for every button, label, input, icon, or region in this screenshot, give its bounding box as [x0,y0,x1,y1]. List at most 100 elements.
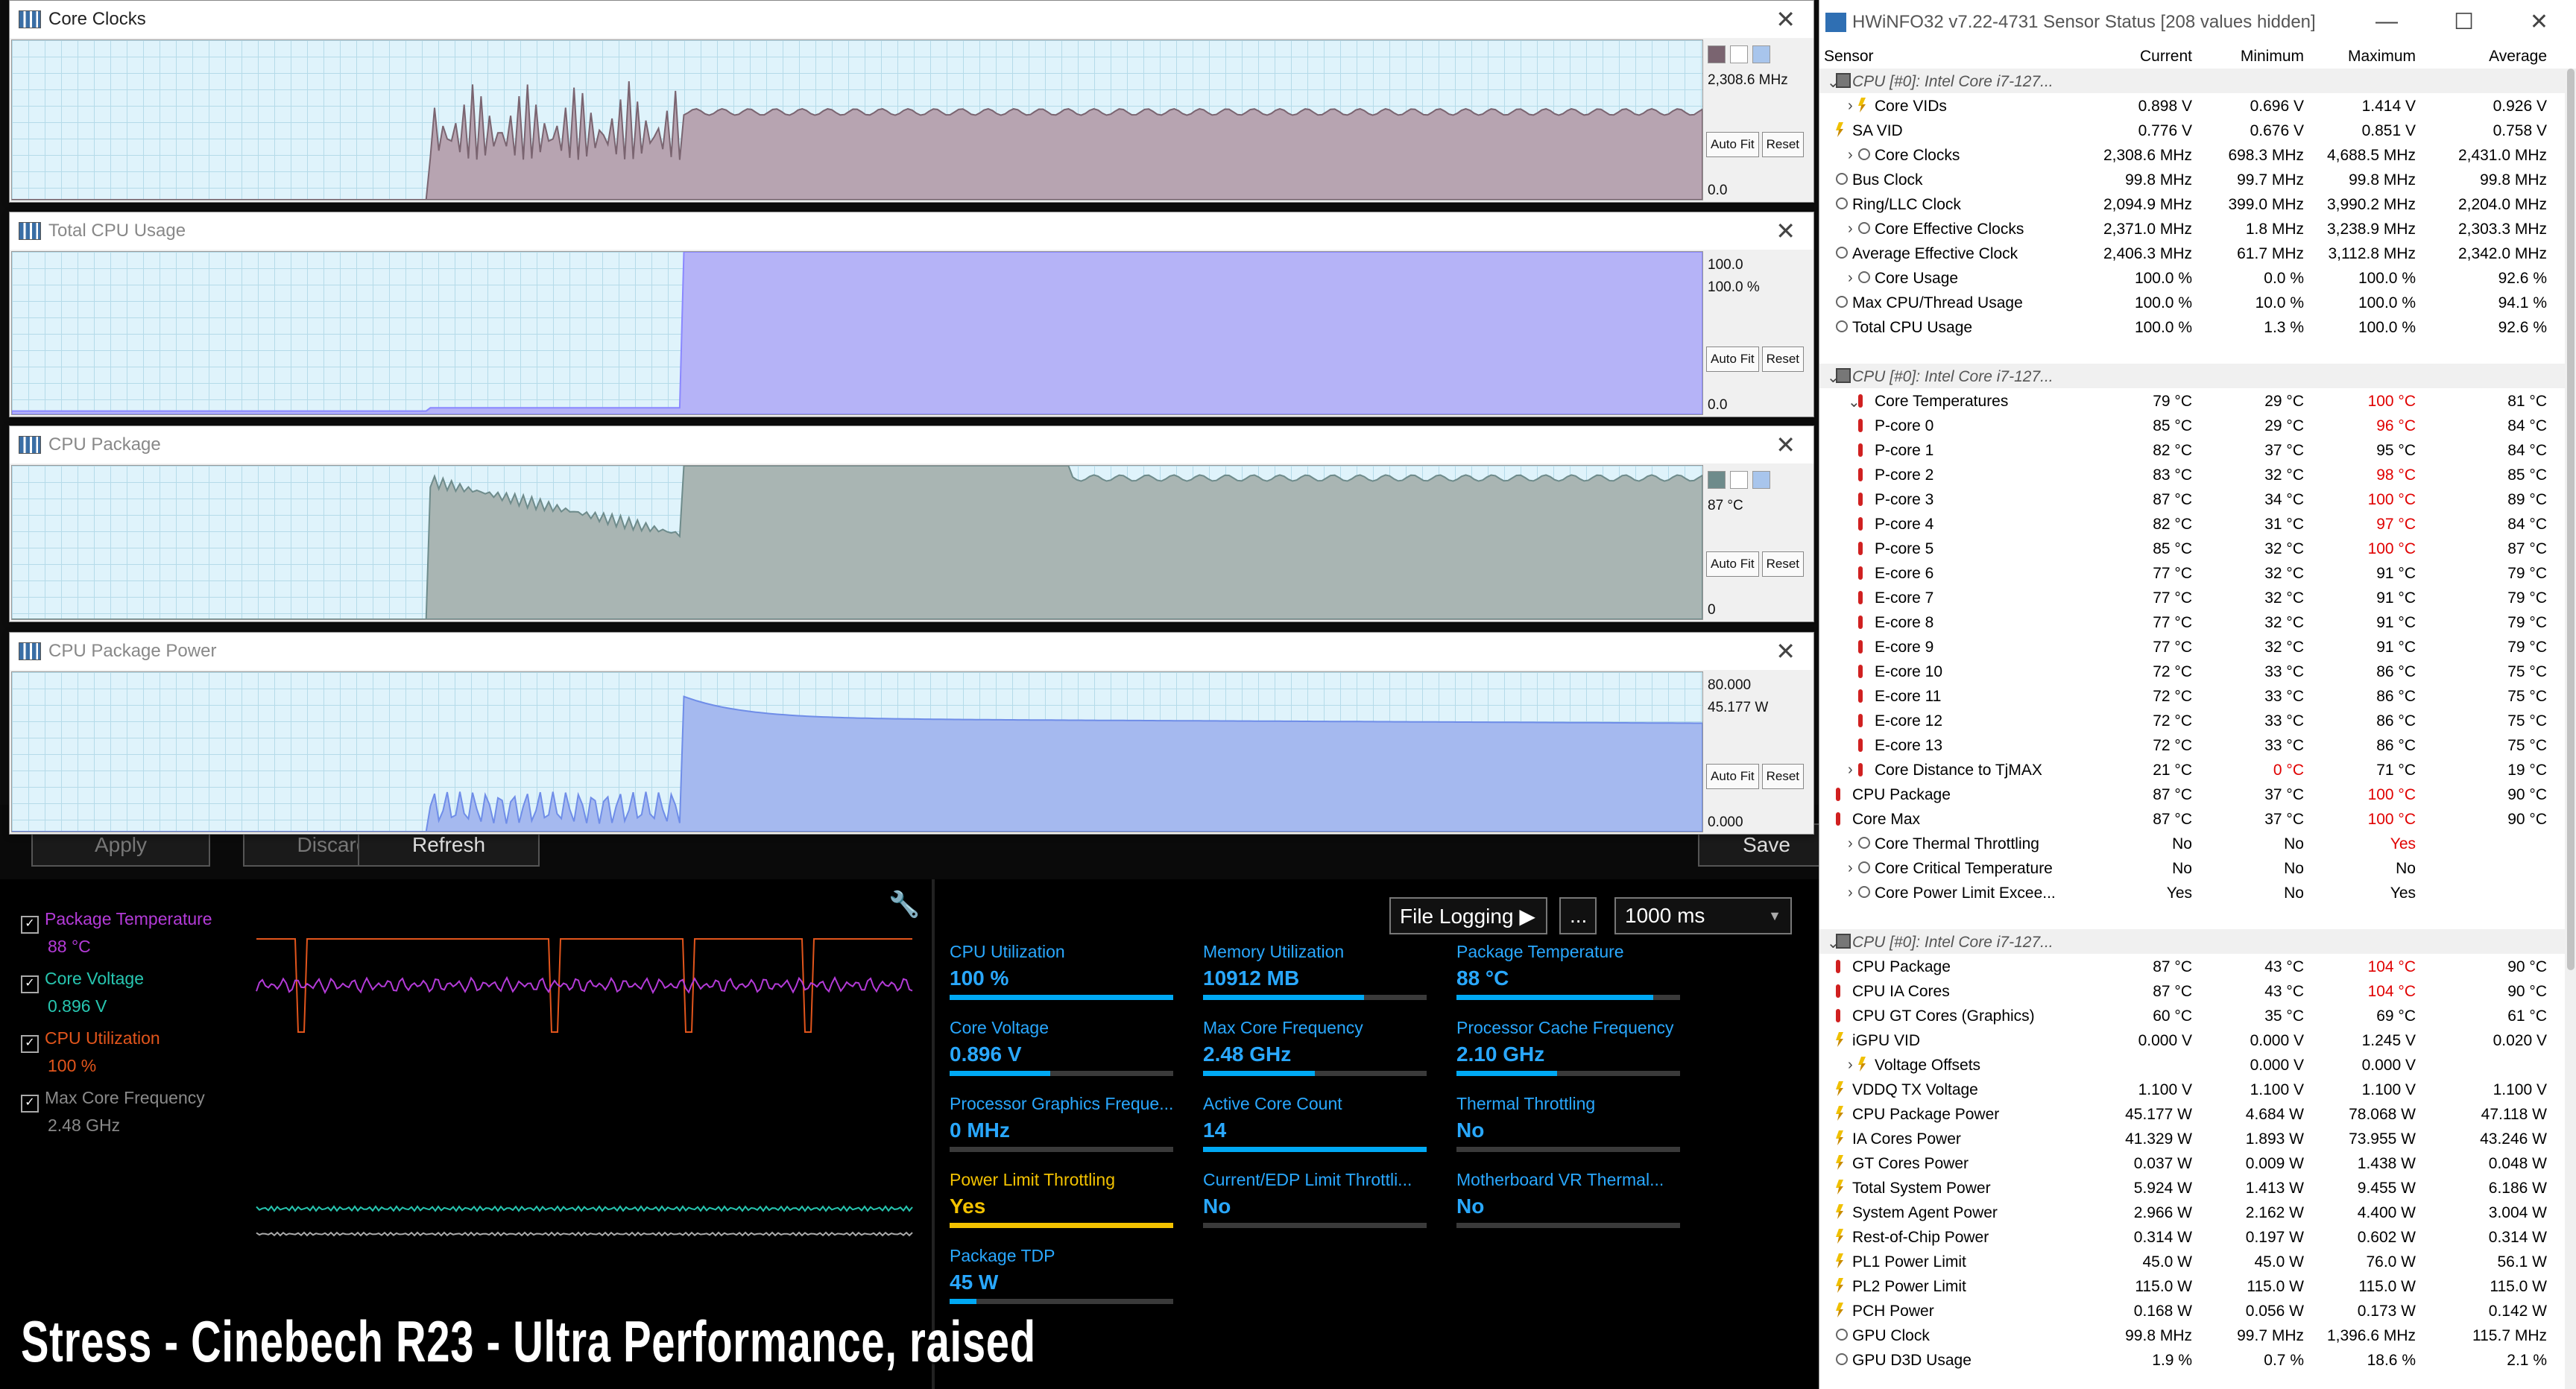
legend-item[interactable]: ✓ Core Voltage 0.896 V [21,969,144,1016]
sensor-row[interactable]: Ring/LLC Clock 2,094.9 MHz 399.0 MHz 3,990.… [1819,192,2565,216]
sensor-row[interactable]: › Core Power Limit Excee... Yes No Yes [1819,880,2565,905]
chevron-right-icon[interactable]: › [1848,835,1853,852]
chevron-down-icon[interactable]: ⌄ [1848,394,1860,411]
sensor-row[interactable]: E-core 10 72 °C 33 °C 86 °C 75 °C [1819,659,2565,683]
close-icon[interactable]: ✕ [1775,6,1796,33]
sensor-row[interactable]: GPU D3D Usage 1.9 % 0.7 % 18.6 % 2.1 % [1819,1347,2565,1372]
col-average[interactable]: Average [2489,48,2547,65]
sensor-row[interactable]: E-core 7 77 °C 32 °C 91 °C 79 °C [1819,585,2565,610]
sensor-row[interactable]: › Voltage Offsets 0.000 V 0.000 V [1819,1052,2565,1077]
chevron-right-icon[interactable]: › [1848,1057,1853,1073]
minimize-icon[interactable]: — [2375,9,2398,34]
sensor-row[interactable]: › Core Effective Clocks 2,371.0 MHz 1.8 MHz… [1819,216,2565,241]
scrollbar-thumb[interactable] [2567,69,2575,970]
reset-button[interactable]: Reset [1761,551,1805,577]
sensor-row[interactable]: Total CPU Usage 100.0 % 1.3 % 100.0 % 92.6 % [1819,314,2565,339]
chevron-right-icon[interactable]: › [1848,860,1853,876]
sensor-row[interactable]: › Core Thermal Throttling No No Yes [1819,831,2565,855]
chevron-right-icon[interactable]: › [1848,762,1853,778]
file-logging-button[interactable]: File Logging ▶ [1389,897,1547,934]
chevron-right-icon[interactable]: › [1848,147,1853,163]
hwinfo-scrollbar[interactable] [2565,69,2576,1389]
sensor-row[interactable]: E-core 13 72 °C 33 °C 86 °C 75 °C [1819,733,2565,757]
sensor-row[interactable]: System Agent Power 2.966 W 2.162 W 4.400 W 3… [1819,1200,2565,1224]
maximize-icon[interactable]: ☐ [2454,10,2474,34]
sensor-row[interactable]: GT Cores Power 0.037 W 0.009 W 1.438 W 0.048… [1819,1151,2565,1175]
color-swatches[interactable] [1708,45,1770,63]
col-maximum[interactable]: Maximum [2347,48,2416,65]
sensor-group-row[interactable]: ⌄ CPU [#0]: Intel Core i7-127... [1819,69,2565,93]
auto-fit-button[interactable]: Auto Fit [1706,551,1759,577]
sensor-row[interactable]: CPU GT Cores (Graphics) 60 °C 35 °C 69 °C 61… [1819,1003,2565,1028]
sensor-row[interactable]: CPU IA Cores 87 °C 43 °C 104 °C 90 °C [1819,978,2565,1003]
col-minimum[interactable]: Minimum [2240,48,2304,65]
sensor-row[interactable]: PL1 Power Limit 45.0 W 45.0 W 76.0 W 56.1 W [1819,1249,2565,1273]
sensor-row[interactable]: IA Cores Power 41.329 W 1.893 W 73.955 W 43.… [1819,1126,2565,1151]
checkbox[interactable]: ✓ [21,1095,39,1113]
sensor-row[interactable]: P-core 5 85 °C 32 °C 100 °C 87 °C [1819,536,2565,560]
sensor-row[interactable]: E-core 9 77 °C 32 °C 91 °C 79 °C [1819,634,2565,659]
close-icon[interactable]: ✕ [1775,218,1796,244]
series-area [12,466,1702,619]
col-current[interactable]: Current [2139,48,2192,65]
reset-button[interactable]: Reset [1761,347,1805,372]
sensor-group-row[interactable]: ⌄ CPU [#0]: Intel Core i7-127... [1819,364,2565,388]
sensor-row[interactable]: SA VID 0.776 V 0.676 V 0.851 V 0.758 V [1819,118,2565,142]
reset-button[interactable]: Reset [1761,132,1805,157]
close-icon[interactable]: ✕ [1775,431,1796,458]
sensor-row[interactable]: E-core 11 72 °C 33 °C 86 °C 75 °C [1819,683,2565,708]
interval-select[interactable]: 1000 ms ▼ [1614,897,1792,934]
sensor-row[interactable]: Bus Clock 99.8 MHz 99.7 MHz 99.8 MHz 99.8 MH… [1819,167,2565,192]
sensor-row[interactable]: ⌄ Core Temperatures 79 °C 29 °C 100 °C 81 °C [1819,388,2565,413]
sensor-row[interactable]: GPU Clock 99.8 MHz 99.7 MHz 1,396.6 MHz 115.… [1819,1323,2565,1347]
auto-fit-button[interactable]: Auto Fit [1706,132,1759,157]
more-options-button[interactable]: ... [1559,897,1597,934]
col-sensor[interactable]: Sensor [1824,48,1874,65]
sensor-row[interactable]: P-core 4 82 °C 31 °C 97 °C 84 °C [1819,511,2565,536]
reset-button[interactable]: Reset [1761,764,1805,789]
sensor-row[interactable]: Average Effective Clock 2,406.3 MHz 61.7 M… [1819,241,2565,265]
sensor-row[interactable]: Core Max 87 °C 37 °C 100 °C 90 °C [1819,806,2565,831]
sensor-row[interactable]: CPU Package 87 °C 37 °C 100 °C 90 °C [1819,782,2565,806]
close-icon[interactable]: ✕ [1775,638,1796,665]
sensor-row[interactable]: P-core 0 85 °C 29 °C 96 °C 84 °C [1819,413,2565,437]
color-swatches[interactable] [1708,471,1770,489]
auto-fit-button[interactable]: Auto Fit [1706,347,1759,372]
legend-item[interactable]: ✓ CPU Utilization 100 % [21,1028,160,1076]
sensor-row[interactable]: › Core Distance to TjMAX 21 °C 0 °C 71 °C 19 … [1819,757,2565,782]
sensor-group-row[interactable]: ⌄ CPU [#0]: Intel Core i7-127... [1819,929,2565,954]
chevron-right-icon[interactable]: › [1848,270,1853,286]
sensor-row[interactable]: P-core 1 82 °C 37 °C 95 °C 84 °C [1819,437,2565,462]
sensor-row[interactable]: E-core 12 72 °C 33 °C 86 °C 75 °C [1819,708,2565,733]
sensor-row[interactable]: PCH Power 0.168 W 0.056 W 0.173 W 0.142 W [1819,1298,2565,1323]
checkbox[interactable]: ✓ [21,975,39,993]
sensor-row[interactable]: Total System Power 5.924 W 1.413 W 9.455 W 6… [1819,1175,2565,1200]
chevron-right-icon[interactable]: › [1848,98,1853,114]
chevron-right-icon[interactable]: › [1848,221,1853,237]
sensor-row[interactable]: E-core 6 77 °C 32 °C 91 °C 79 °C [1819,560,2565,585]
minimum-value: 32 °C [2264,589,2304,607]
sensor-row[interactable]: Rest-of-Chip Power 0.314 W 0.197 W 0.602 W 0… [1819,1224,2565,1249]
sensor-row[interactable]: VDDQ TX Voltage 1.100 V 1.100 V 1.100 V 1.10… [1819,1077,2565,1101]
sensor-row[interactable]: › Core Critical Temperature No No No [1819,855,2565,880]
sensor-row[interactable]: CPU Package 87 °C 43 °C 104 °C 90 °C [1819,954,2565,978]
checkbox[interactable]: ✓ [21,916,39,934]
sensor-row[interactable]: › Core Usage 100.0 % 0.0 % 100.0 % 92.6 % [1819,265,2565,290]
sensor-row[interactable]: P-core 2 83 °C 32 °C 98 °C 85 °C [1819,462,2565,487]
chevron-right-icon[interactable]: › [1848,885,1853,901]
sensor-row[interactable]: › Core Clocks 2,308.6 MHz 698.3 MHz 4,688.5 … [1819,142,2565,167]
sensor-row[interactable]: PL2 Power Limit 115.0 W 115.0 W 115.0 W 115.… [1819,1273,2565,1298]
sensor-row[interactable]: iGPU VID 0.000 V 0.000 V 1.245 V 0.020 V [1819,1028,2565,1052]
legend-item[interactable]: ✓ Package Temperature 88 °C [21,909,212,957]
sensor-row[interactable]: › Core VIDs 0.898 V 0.696 V 1.414 V 0.926 V [1819,93,2565,118]
settings-wrench-icon[interactable]: 🔧 [888,890,921,919]
sensor-row[interactable]: E-core 8 77 °C 32 °C 91 °C 79 °C [1819,610,2565,634]
checkbox[interactable]: ✓ [21,1035,39,1053]
auto-fit-button[interactable]: Auto Fit [1706,764,1759,789]
close-icon[interactable]: ✕ [2529,10,2548,34]
average-value: 75 °C [2507,688,2547,705]
legend-item[interactable]: ✓ Max Core Frequency 2.48 GHz [21,1088,205,1136]
sensor-row[interactable]: Max CPU/Thread Usage 100.0 % 10.0 % 100.0 %… [1819,290,2565,314]
sensor-row[interactable]: CPU Package Power 45.177 W 4.684 W 78.068 W… [1819,1101,2565,1126]
sensor-row[interactable]: P-core 3 87 °C 34 °C 100 °C 89 °C [1819,487,2565,511]
